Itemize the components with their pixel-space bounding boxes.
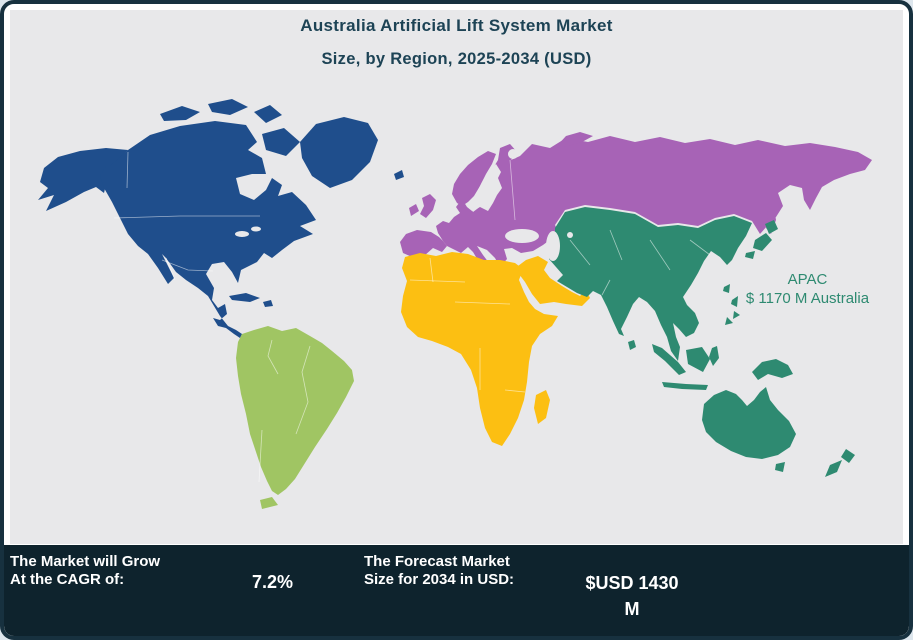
cagr-value: 7.2%: [252, 572, 294, 592]
apac-annotation-region: APAC: [787, 271, 828, 288]
forecast-value-line2: M: [624, 599, 640, 619]
cagr-label: The Market will Grow At the CAGR of:: [10, 553, 161, 588]
apac-annotation: APAC $ 1170 M Australia: [715, 270, 900, 308]
forecast-value-line1: $USD 1430: [585, 573, 679, 593]
page-subtitle: Size, by Region, 2025-2034 (USD): [321, 50, 592, 68]
stats-footer: The Market will Grow At the CAGR of: 7.2…: [4, 545, 909, 636]
country-borders: [113, 151, 711, 483]
apac-annotation-value: $ 1170 M Australia: [745, 290, 870, 307]
forecast-label: The Forecast Market Size for 2034 in USD…: [364, 553, 515, 588]
sea-overlays: [235, 149, 573, 261]
region-north-america: [38, 99, 404, 338]
page-title: Australia Artificial Lift System Market: [300, 16, 613, 35]
region-africa-middle-east: [401, 252, 590, 446]
world-map: [38, 99, 872, 509]
forecast-value: $USD 1430 M: [552, 570, 712, 622]
region-asia-pacific: [549, 207, 855, 477]
region-europe-cis: [400, 132, 872, 270]
region-south-america: [236, 326, 354, 509]
